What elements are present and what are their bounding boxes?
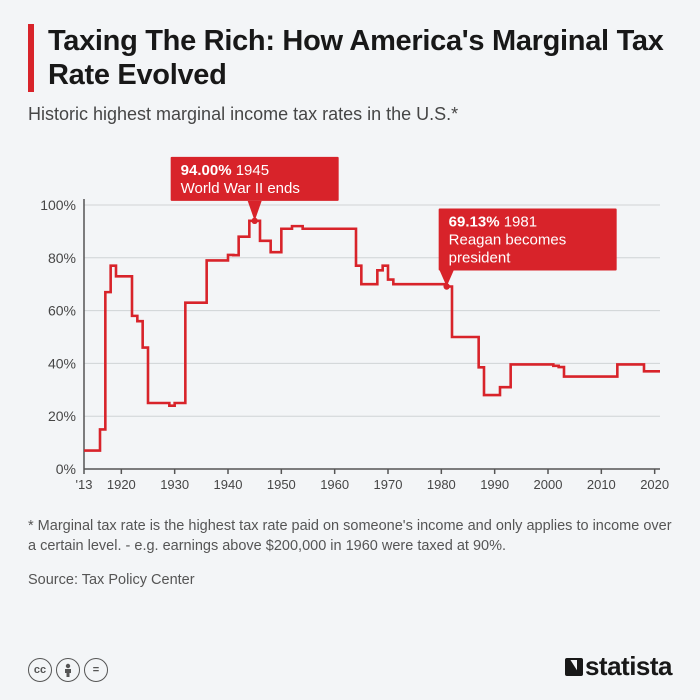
brand-mark-icon — [565, 658, 583, 676]
svg-text:1980: 1980 — [427, 477, 456, 492]
subtitle: Historic highest marginal income tax rat… — [28, 104, 672, 125]
source-line: Source: Tax Policy Center — [28, 571, 672, 591]
chart-container: 0% 20% 40% 60% 80% 100% '13 1920 1930 1940 1950 196… — [28, 133, 672, 503]
brand-logo: statista — [565, 651, 672, 682]
svg-text:1940: 1940 — [214, 477, 243, 492]
svg-text:1920: 1920 — [107, 477, 136, 492]
svg-text:1950: 1950 — [267, 477, 296, 492]
cc-icon: cc — [28, 658, 52, 682]
svg-text:1930: 1930 — [160, 477, 189, 492]
title-block: Taxing The Rich: How America's Marginal … — [28, 24, 672, 92]
svg-text:2010: 2010 — [587, 477, 616, 492]
footer-row: cc = statista — [28, 651, 672, 682]
svg-text:World War II ends: World War II ends — [181, 180, 300, 197]
by-icon — [56, 658, 80, 682]
brand-text: statista — [585, 651, 672, 682]
svg-text:69.13% 1981: 69.13% 1981 — [449, 214, 537, 231]
svg-text:president: president — [449, 250, 512, 267]
svg-text:1960: 1960 — [320, 477, 349, 492]
title-accent-bar — [28, 24, 34, 92]
svg-text:0%: 0% — [56, 461, 76, 477]
svg-text:Reagan becomes: Reagan becomes — [449, 232, 567, 249]
svg-text:20%: 20% — [48, 409, 76, 425]
svg-text:2000: 2000 — [534, 477, 563, 492]
svg-text:80%: 80% — [48, 250, 76, 266]
marginal-tax-chart: 0% 20% 40% 60% 80% 100% '13 1920 1930 1940 1950 196… — [28, 133, 672, 503]
nd-icon: = — [84, 658, 108, 682]
svg-text:1990: 1990 — [480, 477, 509, 492]
svg-text:60%: 60% — [48, 303, 76, 319]
svg-text:2020: 2020 — [640, 477, 669, 492]
svg-text:'13: '13 — [76, 477, 93, 492]
footnote: * Marginal tax rate is the highest tax r… — [28, 517, 672, 556]
svg-text:1970: 1970 — [374, 477, 403, 492]
svg-text:40%: 40% — [48, 356, 76, 372]
svg-text:100%: 100% — [40, 197, 76, 213]
page-title: Taxing The Rich: How America's Marginal … — [48, 24, 672, 92]
svg-text:94.00% 1945: 94.00% 1945 — [181, 162, 269, 179]
license-icons: cc = — [28, 658, 108, 682]
